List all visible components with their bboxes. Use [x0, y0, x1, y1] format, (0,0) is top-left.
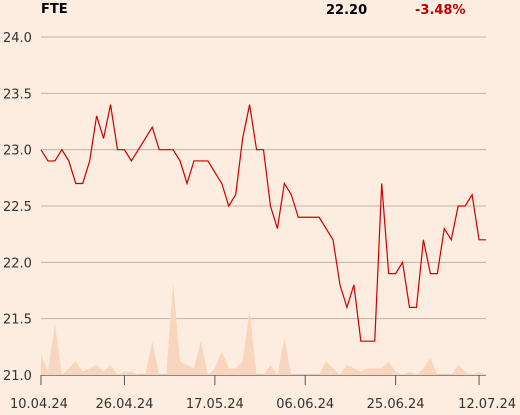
current-price: 22.20	[326, 3, 368, 18]
y-tick-label: 23.5	[3, 87, 32, 102]
ticker-symbol: FTE	[41, 2, 68, 17]
grid-lines	[41, 36, 486, 376]
x-tick-label: 25.06.24	[367, 397, 425, 412]
volume-area	[41, 283, 486, 375]
y-tick-label: 22.0	[3, 256, 32, 271]
price-series	[40, 104, 486, 342]
price-line	[40, 104, 486, 342]
y-tick-label: 21.5	[3, 313, 32, 328]
x-tick-label: 17.05.24	[186, 397, 244, 412]
axis-labels: 24.0 23.5 23.0 22.5 22.0 21.5 21.0 10.04.24 26.0…	[3, 31, 516, 412]
x-tick-label: 26.04.24	[95, 397, 153, 412]
y-tick-label: 23.0	[3, 144, 32, 159]
axes	[40, 375, 486, 385]
y-tick-label: 22.5	[3, 200, 32, 215]
y-tick-label: 24.0	[3, 31, 32, 46]
x-tick-label: 06.06.24	[276, 397, 334, 412]
y-tick-label: 21.0	[3, 369, 32, 384]
volume-area-shape	[41, 283, 486, 375]
x-tick-label: 12.07.24	[458, 397, 516, 412]
price-change-percent: -3.48%	[415, 3, 466, 18]
x-tick-label: 10.04.24	[10, 397, 68, 412]
